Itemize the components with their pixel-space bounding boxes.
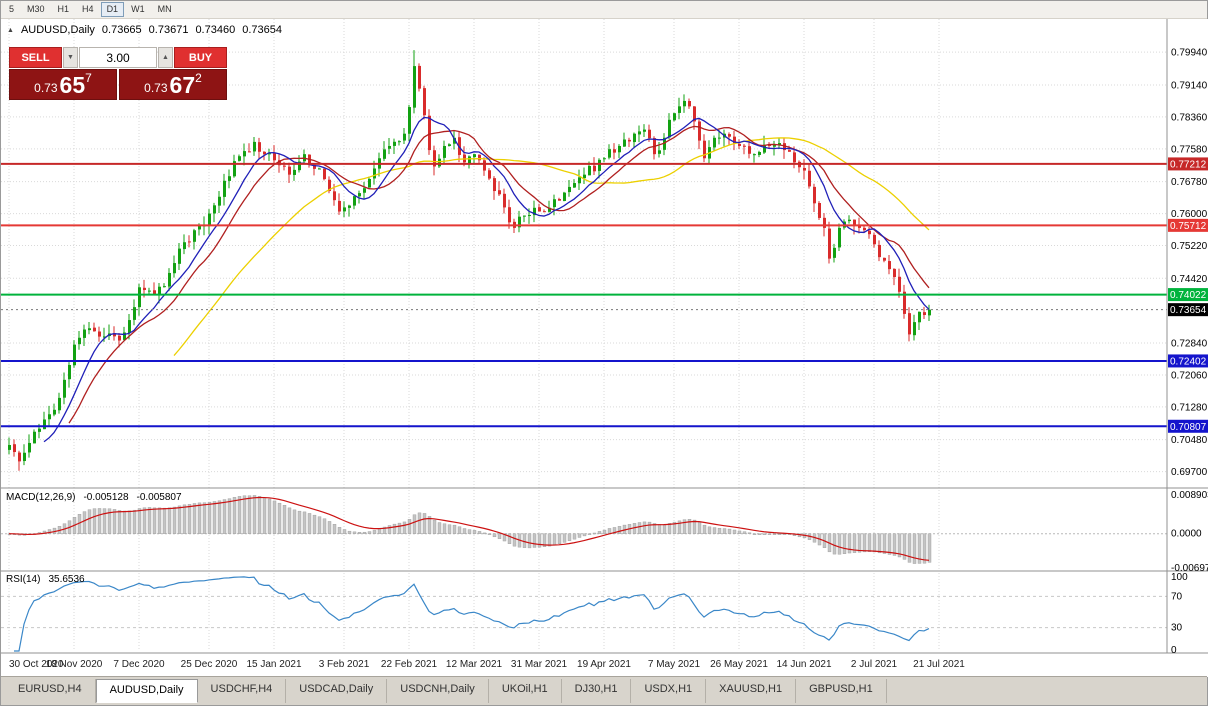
svg-text:26 May 2021: 26 May 2021 — [710, 659, 768, 670]
svg-text:0.74022: 0.74022 — [1170, 290, 1207, 301]
chart-tab-usdcad-daily[interactable]: USDCAD,Daily — [286, 679, 388, 703]
buy-price-big: 67 — [169, 72, 196, 98]
svg-text:0.79140: 0.79140 — [1171, 80, 1208, 91]
svg-text:0.72402: 0.72402 — [1170, 356, 1207, 367]
chevron-down-icon: ▼ — [67, 54, 74, 61]
svg-text:0.69700: 0.69700 — [1171, 467, 1208, 478]
chart-tab-audusd-daily[interactable]: AUDUSD,Daily — [95, 679, 198, 703]
volume-input[interactable] — [79, 47, 157, 68]
svg-text:0.76780: 0.76780 — [1171, 177, 1208, 188]
svg-text:22 Feb 2021: 22 Feb 2021 — [381, 659, 438, 670]
svg-text:0.78360: 0.78360 — [1171, 112, 1208, 123]
svg-text:0.74420: 0.74420 — [1171, 274, 1208, 285]
svg-text:0.79940: 0.79940 — [1171, 48, 1208, 59]
timeframe-button-5[interactable]: 5 — [3, 2, 20, 17]
chart-tab-ukoil-h1[interactable]: UKOil,H1 — [489, 679, 562, 703]
svg-text:30: 30 — [1171, 623, 1183, 634]
chart-tab-gbpusd-h1[interactable]: GBPUSD,H1 — [796, 679, 887, 703]
svg-text:70: 70 — [1171, 591, 1183, 602]
svg-text:7 May 2021: 7 May 2021 — [648, 659, 701, 670]
svg-text:0.77580: 0.77580 — [1171, 144, 1208, 155]
timeframe-button-m30[interactable]: M30 — [21, 2, 51, 17]
price-chart-canvas[interactable]: 0.79940 0.79140 0.78360 0.77580 0.76780 0.760… — [1, 19, 1208, 677]
svg-text:0: 0 — [1171, 645, 1177, 656]
buy-price-display[interactable]: 0.73 67 2 — [119, 69, 227, 100]
sell-price-display[interactable]: 0.73 65 7 — [9, 69, 117, 100]
svg-text:0.008903: 0.008903 — [1171, 490, 1208, 501]
svg-text:0.70807: 0.70807 — [1170, 422, 1207, 433]
svg-text:2 Jul 2021: 2 Jul 2021 — [851, 659, 898, 670]
svg-text:14 Jun 2021: 14 Jun 2021 — [776, 659, 831, 670]
buy-price-small: 0.73 — [144, 81, 168, 95]
chevron-up-icon: ▲ — [162, 54, 169, 61]
chart-tab-usdchf-h4[interactable]: USDCHF,H4 — [198, 679, 287, 703]
chart-tab-eurusd-h4[interactable]: EURUSD,H4 — [5, 679, 96, 703]
svg-text:18 Nov 2020: 18 Nov 2020 — [46, 659, 103, 670]
sell-price-big: 65 — [59, 72, 86, 98]
sell-price-small: 0.73 — [34, 81, 58, 95]
timeframe-toolbar: 5 M30 H1 H4 D1 W1 MN — [1, 1, 1207, 19]
timeframe-button-d1[interactable]: D1 — [100, 2, 125, 17]
volume-step-up[interactable]: ▲ — [158, 47, 173, 68]
svg-text:-0.006977: -0.006977 — [1171, 563, 1208, 574]
chart-tab-usdcnh-daily[interactable]: USDCNH,Daily — [387, 679, 489, 703]
svg-text:21 Jul 2021: 21 Jul 2021 — [913, 659, 965, 670]
chart-tabs-bar: EURUSD,H4 AUDUSD,Daily USDCHF,H4 USDCAD,Dai… — [1, 676, 1207, 705]
svg-text:25 Dec 2020: 25 Dec 2020 — [181, 659, 238, 670]
chart-tab-xauusd-h1[interactable]: XAUUSD,H1 — [706, 679, 797, 703]
buy-button[interactable]: BUY — [174, 47, 227, 68]
timeframe-button-mn[interactable]: MN — [152, 2, 178, 17]
svg-text:12 Mar 2021: 12 Mar 2021 — [446, 659, 503, 670]
timeframe-button-h4[interactable]: H4 — [76, 2, 100, 17]
svg-text:0.0000: 0.0000 — [1171, 529, 1202, 540]
svg-text:30 Oct 2020: 30 Oct 2020 — [9, 659, 64, 670]
timeframe-button-h1[interactable]: H1 — [52, 2, 76, 17]
timeframe-button-w1[interactable]: W1 — [125, 2, 151, 17]
svg-text:0.70480: 0.70480 — [1171, 435, 1208, 446]
svg-text:31 Mar 2021: 31 Mar 2021 — [511, 659, 568, 670]
svg-text:0.71280: 0.71280 — [1171, 402, 1208, 413]
chart-tab-usdx-h1[interactable]: USDX,H1 — [631, 679, 707, 703]
svg-text:0.75220: 0.75220 — [1171, 241, 1208, 252]
sell-price-pip: 7 — [85, 71, 92, 85]
svg-text:19 Apr 2021: 19 Apr 2021 — [577, 659, 631, 670]
svg-text:0.73654: 0.73654 — [1170, 305, 1207, 316]
svg-text:15 Jan 2021: 15 Jan 2021 — [246, 659, 301, 670]
chart-tab-dj30-h1[interactable]: DJ30,H1 — [562, 679, 632, 703]
svg-text:0.72060: 0.72060 — [1171, 370, 1208, 381]
svg-text:3 Feb 2021: 3 Feb 2021 — [319, 659, 370, 670]
sell-button[interactable]: SELL — [9, 47, 62, 68]
svg-text:7 Dec 2020: 7 Dec 2020 — [113, 659, 165, 670]
svg-text:0.77212: 0.77212 — [1170, 159, 1207, 170]
svg-text:0.75712: 0.75712 — [1170, 221, 1207, 232]
svg-text:0.76000: 0.76000 — [1171, 209, 1208, 220]
buy-price-pip: 2 — [195, 71, 202, 85]
svg-text:0.72840: 0.72840 — [1171, 338, 1208, 349]
svg-text:100: 100 — [1171, 572, 1188, 583]
volume-step-down[interactable]: ▼ — [63, 47, 78, 68]
